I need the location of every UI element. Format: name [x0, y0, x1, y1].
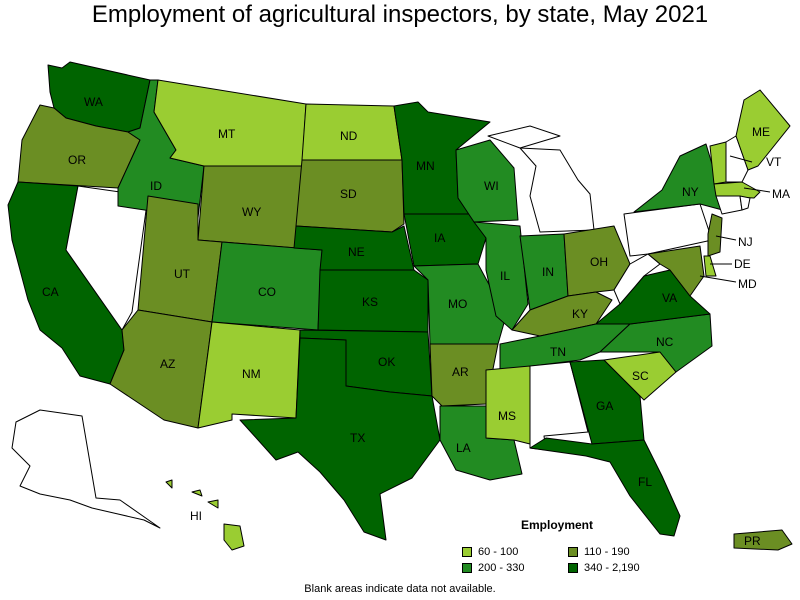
state-IA[interactable]	[403, 213, 487, 267]
state-label-MD: MD	[738, 277, 757, 291]
legend-label-3: 200 - 330	[478, 562, 525, 574]
legend-item-3: 200 - 330	[462, 562, 524, 574]
state-MS[interactable]	[485, 365, 531, 445]
state-label-PR: PR	[744, 534, 761, 548]
state-label-VT: VT	[766, 155, 782, 169]
state-label-IL: IL	[500, 269, 510, 283]
state-label-NY: NY	[682, 185, 699, 199]
state-KS[interactable]	[317, 269, 429, 333]
state-label-MS: MS	[498, 409, 516, 423]
legend-swatch-3	[462, 563, 472, 573]
state-label-AR: AR	[452, 365, 469, 379]
state-NH[interactable]	[725, 135, 749, 183]
state-TX[interactable]	[239, 337, 441, 541]
state-NJ[interactable]	[707, 213, 723, 257]
state-label-MT: MT	[218, 127, 236, 141]
state-label-MN: MN	[416, 159, 435, 173]
state-label-UT: UT	[174, 267, 191, 281]
state-label-ME: ME	[752, 125, 770, 139]
state-label-CA: CA	[42, 285, 59, 299]
state-label-NM: NM	[242, 367, 261, 381]
legend-label-2: 110 - 190	[584, 546, 630, 558]
state-label-GA: GA	[596, 399, 613, 413]
legend-title: Employment	[521, 518, 594, 532]
state-MT[interactable]	[153, 79, 307, 167]
state-label-AZ: AZ	[160, 357, 175, 371]
state-label-OH: OH	[590, 255, 608, 269]
state-label-FL: FL	[638, 475, 652, 489]
callout-lines	[699, 155, 771, 283]
legend-label-4: 340 - 2,190	[584, 562, 640, 574]
state-label-TN: TN	[550, 345, 566, 359]
state-label-DE: DE	[734, 257, 751, 271]
state-AK[interactable]	[11, 409, 161, 529]
state-label-VA: VA	[662, 291, 677, 305]
state-PR[interactable]	[733, 529, 793, 551]
state-RI[interactable]	[739, 195, 751, 211]
map-title: Employment of agricultural inspectors, b…	[91, 1, 709, 28]
state-label-SD: SD	[340, 187, 357, 201]
state-label-WI: WI	[484, 179, 499, 193]
state-AR[interactable]	[429, 343, 499, 407]
state-label-KS: KS	[362, 295, 378, 309]
state-label-LA: LA	[456, 441, 471, 455]
state-MA[interactable]	[713, 181, 761, 199]
state-label-HI: HI	[190, 509, 202, 523]
state-FL[interactable]	[529, 437, 681, 537]
state-label-KY: KY	[572, 307, 588, 321]
state-labels: WA OR CA ID MT WY UT AZ CO NM ND SD NE K…	[42, 95, 790, 548]
state-CT[interactable]	[715, 195, 743, 215]
legend-item-4: 340 - 2,190	[568, 562, 640, 574]
state-MD[interactable]	[647, 245, 705, 297]
state-label-OK: OK	[378, 355, 395, 369]
state-label-ID: ID	[150, 179, 162, 193]
state-label-TX: TX	[350, 431, 365, 445]
state-label-IN: IN	[542, 265, 554, 279]
state-HI[interactable]	[165, 479, 245, 551]
state-label-CO: CO	[258, 285, 276, 299]
state-label-NC: NC	[656, 335, 674, 349]
state-ME[interactable]	[735, 89, 791, 171]
state-SD[interactable]	[295, 159, 405, 233]
legend-item-1: 60 - 100	[462, 546, 518, 558]
legend-swatch-1	[462, 547, 472, 557]
state-label-MA: MA	[772, 187, 790, 201]
state-label-SC: SC	[632, 369, 649, 383]
state-label-ND: ND	[340, 129, 358, 143]
state-label-IA: IA	[434, 231, 445, 245]
legend-item-2: 110 - 190	[568, 546, 630, 558]
state-label-MO: MO	[448, 297, 467, 311]
state-label-NJ: NJ	[738, 235, 753, 249]
state-DE[interactable]	[703, 255, 717, 277]
state-GA[interactable]	[569, 359, 645, 445]
state-label-WA: WA	[84, 95, 103, 109]
legend-swatch-4	[568, 563, 578, 573]
legend-swatch-2	[568, 547, 578, 557]
state-label-WY: WY	[242, 205, 261, 219]
legend-label-1: 60 - 100	[478, 546, 519, 558]
footnote: Blank areas indicate data not available.	[304, 583, 496, 595]
state-label-NE: NE	[348, 245, 365, 259]
state-label-OR: OR	[68, 153, 86, 167]
state-WI[interactable]	[455, 139, 519, 223]
